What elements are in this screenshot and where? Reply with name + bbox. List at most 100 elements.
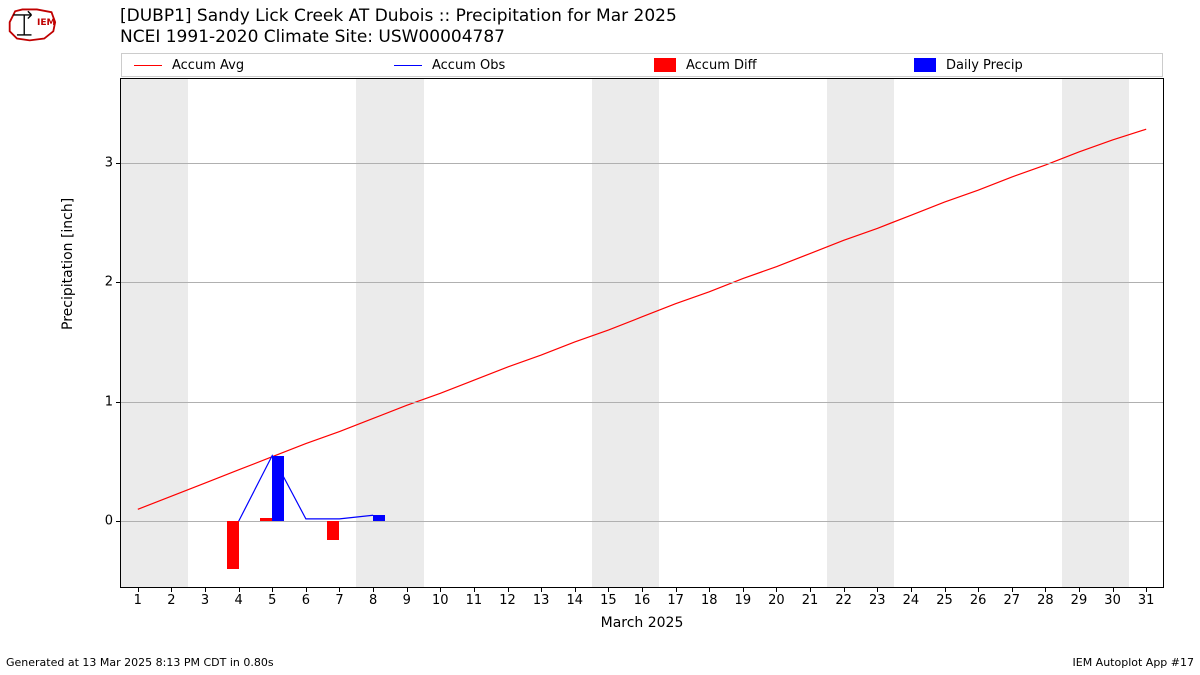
xtick-mark (776, 587, 777, 592)
gridline (121, 163, 1163, 164)
legend-label: Accum Avg (172, 58, 244, 73)
xtick-label: 6 (302, 593, 310, 608)
xtick-mark (1012, 587, 1013, 592)
xtick-label: 27 (1003, 593, 1020, 608)
ytick-mark (116, 282, 121, 283)
gridline (121, 402, 1163, 403)
legend-label: Accum Obs (432, 58, 505, 73)
xtick-mark (541, 587, 542, 592)
xtick-mark (339, 587, 340, 592)
xtick-mark (743, 587, 744, 592)
legend-item: Accum Diff (642, 58, 902, 73)
title-line-1: [DUBP1] Sandy Lick Creek AT Dubois :: Pr… (120, 6, 677, 27)
xtick-mark (171, 587, 172, 592)
xtick-mark (306, 587, 307, 592)
xtick-label: 4 (235, 593, 243, 608)
xtick-label: 29 (1071, 593, 1088, 608)
series-line (138, 129, 1146, 509)
xtick-mark (508, 587, 509, 592)
xtick-label: 25 (936, 593, 953, 608)
xtick-label: 10 (432, 593, 449, 608)
legend-label: Daily Precip (946, 58, 1023, 73)
xtick-label: 19 (735, 593, 752, 608)
footer-generated: Generated at 13 Mar 2025 8:13 PM CDT in … (6, 656, 274, 669)
xtick-label: 13 (533, 593, 550, 608)
legend-item: Accum Obs (382, 58, 642, 73)
chart-title: [DUBP1] Sandy Lick Creek AT Dubois :: Pr… (120, 6, 677, 48)
title-line-2: NCEI 1991-2020 Climate Site: USW00004787 (120, 27, 677, 48)
y-axis-label: Precipitation [inch] (60, 198, 76, 330)
legend-block-swatch (654, 58, 676, 72)
xtick-mark (1045, 587, 1046, 592)
ytick-mark (116, 402, 121, 403)
xtick-label: 12 (499, 593, 516, 608)
xtick-mark (676, 587, 677, 592)
xtick-label: 1 (134, 593, 142, 608)
footer-app: IEM Autoplot App #17 (1073, 656, 1195, 669)
xtick-mark (810, 587, 811, 592)
xtick-mark (877, 587, 878, 592)
xtick-mark (844, 587, 845, 592)
bar (272, 456, 284, 522)
ytick-mark (116, 521, 121, 522)
xtick-mark (1146, 587, 1147, 592)
legend-block-swatch (914, 58, 936, 72)
xtick-label: 26 (970, 593, 987, 608)
legend-line-swatch (394, 65, 422, 66)
xtick-label: 16 (634, 593, 651, 608)
bar (327, 521, 339, 540)
xtick-mark (138, 587, 139, 592)
xtick-label: 3 (201, 593, 209, 608)
xtick-label: 30 (1104, 593, 1121, 608)
xtick-label: 21 (802, 593, 819, 608)
xtick-mark (978, 587, 979, 592)
x-axis-label: March 2025 (121, 615, 1163, 631)
xtick-mark (608, 587, 609, 592)
bar (373, 515, 385, 521)
xtick-label: 2 (167, 593, 175, 608)
xtick-mark (373, 587, 374, 592)
ytick-mark (116, 163, 121, 164)
xtick-label: 31 (1138, 593, 1155, 608)
xtick-label: 5 (268, 593, 276, 608)
series-line (239, 456, 373, 522)
ytick-label: 2 (83, 275, 113, 290)
precip-chart: Accum AvgAccum ObsAccum DiffDaily Precip… (120, 78, 1164, 588)
xtick-label: 23 (869, 593, 886, 608)
xtick-label: 18 (701, 593, 718, 608)
xtick-label: 17 (667, 593, 684, 608)
bar (260, 518, 272, 522)
xtick-mark (642, 587, 643, 592)
legend-label: Accum Diff (686, 58, 757, 73)
gridline (121, 282, 1163, 283)
svg-text:IEM: IEM (37, 18, 56, 28)
xtick-label: 14 (566, 593, 583, 608)
xtick-mark (474, 587, 475, 592)
ytick-label: 3 (83, 155, 113, 170)
xtick-mark (272, 587, 273, 592)
legend-item: Accum Avg (122, 58, 382, 73)
xtick-label: 22 (835, 593, 852, 608)
xtick-mark (1113, 587, 1114, 592)
xtick-mark (239, 587, 240, 592)
xtick-mark (1079, 587, 1080, 592)
xtick-mark (440, 587, 441, 592)
iem-logo: IEM (4, 4, 59, 44)
xtick-mark (945, 587, 946, 592)
xtick-mark (575, 587, 576, 592)
chart-legend: Accum Avg Accum Obs Accum Diff Daily Precip (121, 53, 1163, 77)
xtick-label: 7 (335, 593, 343, 608)
xtick-mark (709, 587, 710, 592)
bar (227, 521, 239, 569)
gridline (121, 521, 1163, 522)
xtick-label: 11 (466, 593, 483, 608)
ytick-label: 0 (83, 514, 113, 529)
xtick-label: 8 (369, 593, 377, 608)
legend-item: Daily Precip (902, 58, 1162, 73)
xtick-label: 28 (1037, 593, 1054, 608)
xtick-mark (407, 587, 408, 592)
xtick-label: 20 (768, 593, 785, 608)
legend-line-swatch (134, 65, 162, 66)
xtick-label: 24 (903, 593, 920, 608)
ytick-label: 1 (83, 394, 113, 409)
